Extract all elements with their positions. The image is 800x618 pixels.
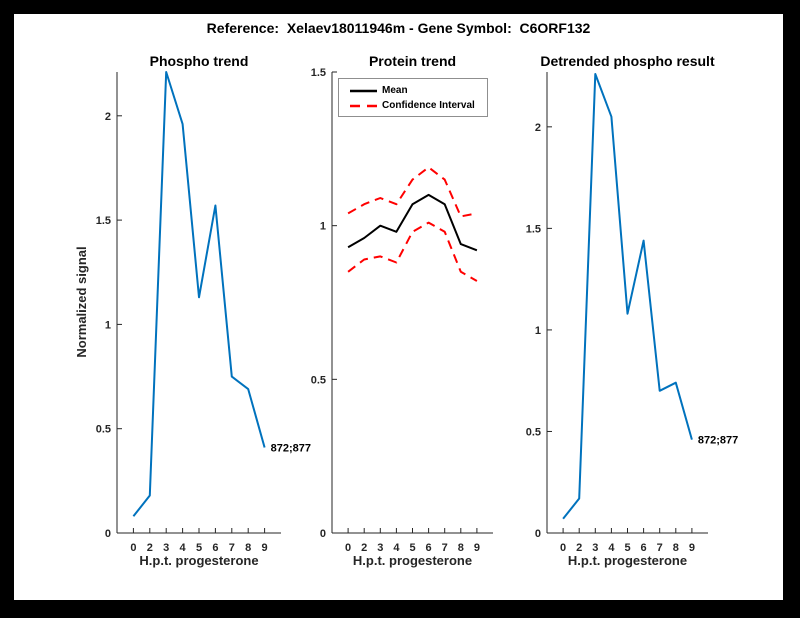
subplot-3-xlabel: H.p.t. progesterone	[567, 553, 688, 568]
x-tick-label: 9	[689, 542, 695, 554]
x-tick-label: 8	[458, 542, 464, 554]
y-tick-label: 1.5	[526, 223, 541, 235]
y-tick-label: 0	[320, 528, 326, 540]
y-tick-label: 2	[535, 122, 541, 134]
x-tick-label: 3	[163, 542, 169, 554]
x-tick-label: 7	[442, 542, 448, 554]
solid-line-icon	[350, 89, 377, 92]
y-tick-label: 2	[105, 111, 111, 123]
y-tick-label: 0.5	[526, 426, 541, 438]
subplot-1-xlabel: H.p.t. progesterone	[139, 553, 259, 568]
x-tick-label: 2	[576, 542, 582, 554]
point-annotation: 872;877	[271, 442, 311, 454]
x-tick-label: 6	[212, 542, 218, 554]
x-tick-label: 0	[130, 542, 136, 554]
x-tick-label: 8	[673, 542, 679, 554]
y-tick-label: 1.5	[96, 215, 111, 227]
legend-label-confidence-interval: Confidence Interval	[382, 100, 475, 111]
point-annotation: 872;877	[698, 435, 738, 447]
series-mean	[347, 193, 478, 252]
subplot-1-title: Phospho trend	[149, 53, 249, 69]
series-confidence-upper	[347, 166, 478, 218]
x-tick-label: 9	[474, 542, 480, 554]
x-tick-label: 6	[426, 542, 432, 554]
x-tick-label: 0	[345, 542, 351, 554]
x-tick-label: 3	[592, 542, 598, 554]
x-tick-label: 7	[229, 542, 235, 554]
figure-area: Reference: Xelaev18011946m - Gene Symbol…	[14, 14, 783, 600]
series-phospho-signal	[132, 71, 266, 517]
x-tick-label: 5	[624, 542, 630, 554]
y-tick-label: 0.5	[96, 424, 111, 436]
x-tick-label: 4	[393, 542, 400, 554]
legend-label-mean: Mean	[382, 85, 408, 96]
x-tick-label: 3	[377, 542, 383, 554]
x-tick-label: 2	[147, 542, 153, 554]
x-tick-label: 5	[409, 542, 415, 554]
x-tick-label: 2	[361, 542, 367, 554]
x-tick-label: 9	[262, 542, 268, 554]
x-tick-label: 5	[196, 542, 202, 554]
subplot-2-xlabel: H.p.t. progesterone	[352, 553, 473, 568]
x-tick-label: 0	[560, 542, 566, 554]
y-tick-label: 0.5	[311, 374, 326, 386]
legend-entry-confidence-interval: Confidence Interval	[339, 98, 487, 113]
x-tick-label: 4	[180, 542, 187, 554]
y-tick-label: 1	[535, 325, 541, 337]
x-tick-label: 4	[608, 542, 615, 554]
y-tick-label: 1.5	[311, 67, 326, 79]
y-tick-label: 0	[105, 528, 111, 540]
legend-entry-mean: Mean	[339, 83, 487, 98]
y-tick-label: 1	[320, 221, 326, 233]
dashed-line-icon	[350, 104, 377, 107]
subplot-3-title: Detrended phospho result	[540, 53, 715, 69]
x-tick-label: 6	[641, 542, 647, 554]
series-confidence-lower	[347, 221, 478, 282]
legend-box: Mean Confidence Interval	[338, 78, 488, 117]
y-tick-label: 0	[535, 528, 541, 540]
y-tick-label: 1	[105, 319, 111, 331]
x-tick-label: 8	[245, 542, 251, 554]
figure-title: Reference: Xelaev18011946m - Gene Symbol…	[206, 20, 591, 36]
series-detrended-phospho-signal	[562, 73, 693, 520]
x-tick-label: 7	[657, 542, 663, 554]
subplot-2-title: Protein trend	[368, 53, 457, 69]
